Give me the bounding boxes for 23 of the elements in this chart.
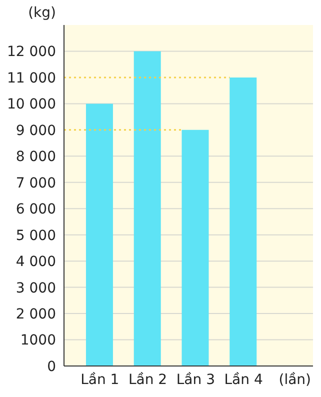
y-tick-label: 5 000	[16, 228, 56, 244]
bar	[182, 130, 209, 366]
y-tick-label: 9 000	[16, 122, 56, 139]
y-tick-label: 0	[47, 358, 56, 375]
y-tick-label: 4 000	[16, 254, 56, 270]
y-tick-label: 6 000	[16, 202, 56, 218]
x-tick-label: Lần 3	[176, 372, 215, 388]
y-tick-label: 2 000	[16, 306, 56, 323]
x-tick-label: Lần 4	[224, 372, 263, 388]
x-axis-title: (lần)	[278, 372, 311, 388]
x-tick-label: Lần 1	[80, 372, 120, 388]
y-tick-label: 8 000	[16, 149, 56, 166]
x-tick-label: Lần 2	[128, 372, 168, 388]
bar	[134, 51, 161, 366]
y-axis-title: (kg)	[28, 5, 56, 21]
y-tick-label: 12 000	[7, 44, 56, 60]
bar	[230, 77, 257, 366]
y-tick-label: 11 000	[7, 70, 56, 86]
y-tick-label: 1000	[20, 332, 56, 349]
bar	[86, 104, 113, 366]
y-tick-label: 3 000	[16, 280, 56, 296]
y-tick-label: 10 000	[7, 96, 56, 113]
y-tick-label: 7 000	[16, 175, 56, 192]
